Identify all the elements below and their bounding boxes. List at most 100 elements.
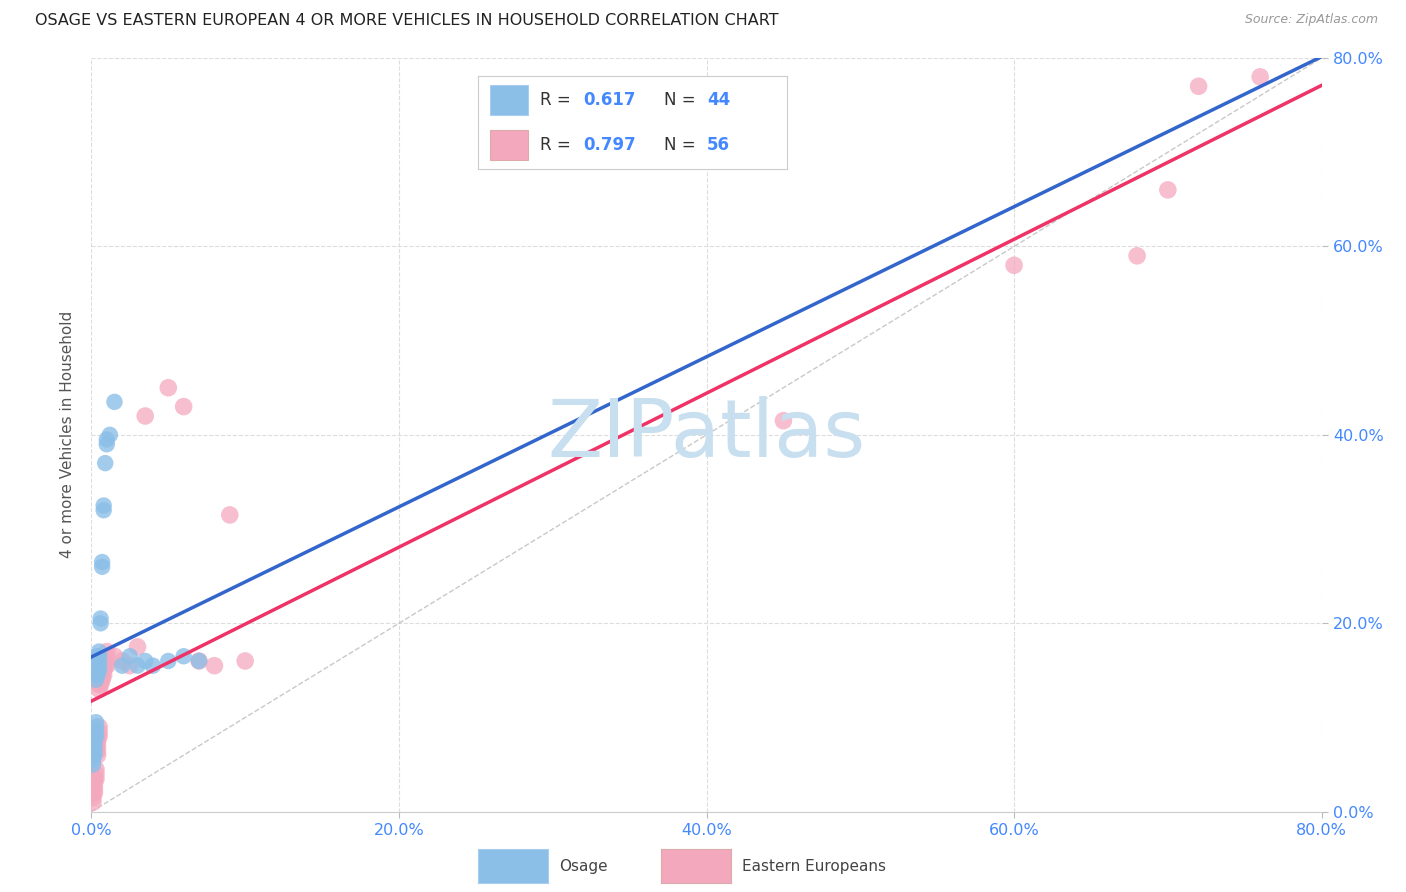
Point: [84, 673, 107, 687]
Point: [93, 499, 115, 513]
Point: [103, 395, 125, 409]
Point: [94, 658, 117, 673]
Point: [83, 776, 105, 790]
Point: [84, 715, 107, 730]
Point: [84, 724, 107, 739]
Point: [118, 649, 141, 664]
Point: [87, 724, 110, 739]
Point: [90, 616, 112, 631]
Text: 0.617: 0.617: [583, 91, 636, 109]
Text: OSAGE VS EASTERN EUROPEAN 4 OR MORE VEHICLES IN HOUSEHOLD CORRELATION CHART: OSAGE VS EASTERN EUROPEAN 4 OR MORE VEHI…: [35, 13, 779, 29]
Point: [87, 682, 110, 697]
Text: N =: N =: [664, 91, 700, 109]
Point: [86, 743, 108, 757]
Point: [91, 654, 114, 668]
Point: [218, 508, 240, 522]
Point: [84, 720, 107, 734]
Point: [1157, 183, 1180, 197]
Point: [86, 748, 108, 763]
Point: [84, 772, 107, 786]
Point: [93, 664, 115, 678]
Point: [233, 654, 256, 668]
Point: [91, 559, 114, 574]
Point: [134, 654, 156, 668]
Point: [84, 730, 107, 744]
Point: [188, 654, 211, 668]
Point: [82, 795, 104, 809]
Point: [87, 649, 110, 664]
Point: [1126, 249, 1149, 263]
FancyBboxPatch shape: [491, 85, 527, 115]
Point: [82, 748, 104, 763]
Point: [157, 654, 180, 668]
Text: N =: N =: [664, 136, 700, 154]
Point: [86, 654, 108, 668]
Point: [91, 673, 114, 687]
Point: [157, 381, 180, 395]
Point: [82, 757, 104, 772]
Point: [87, 658, 110, 673]
Point: [86, 730, 108, 744]
Point: [96, 649, 118, 664]
Point: [142, 658, 165, 673]
Point: [93, 658, 115, 673]
Point: [96, 433, 118, 447]
Point: [90, 668, 112, 682]
Text: 44: 44: [707, 91, 730, 109]
Point: [87, 664, 110, 678]
Point: [94, 456, 117, 470]
Point: [134, 409, 156, 423]
Point: [94, 654, 117, 668]
Text: Eastern Europeans: Eastern Europeans: [742, 859, 886, 873]
Point: [111, 654, 134, 668]
Point: [86, 658, 108, 673]
Point: [118, 658, 141, 673]
Point: [83, 786, 105, 800]
Point: [173, 400, 195, 414]
Point: [84, 743, 107, 757]
Point: [82, 790, 104, 805]
Point: [90, 673, 112, 687]
Point: [87, 677, 110, 691]
Point: [96, 658, 118, 673]
Text: 56: 56: [707, 136, 730, 154]
Point: [91, 668, 114, 682]
Point: [83, 743, 105, 757]
Text: Osage: Osage: [560, 859, 609, 873]
Point: [93, 503, 115, 517]
Text: Source: ZipAtlas.com: Source: ZipAtlas.com: [1244, 13, 1378, 27]
Point: [91, 658, 114, 673]
Point: [772, 414, 794, 428]
Point: [83, 772, 105, 786]
Point: [93, 668, 115, 682]
Point: [1249, 70, 1271, 84]
Text: R =: R =: [540, 136, 576, 154]
Point: [83, 730, 105, 744]
Point: [1187, 79, 1209, 94]
Text: ZIPatlas: ZIPatlas: [547, 396, 866, 474]
Point: [82, 743, 104, 757]
Point: [87, 720, 110, 734]
Point: [90, 664, 112, 678]
Point: [83, 739, 105, 753]
FancyBboxPatch shape: [491, 130, 527, 160]
Point: [86, 649, 108, 664]
Text: R =: R =: [540, 91, 576, 109]
Point: [86, 668, 108, 682]
Point: [82, 753, 104, 767]
Point: [82, 786, 104, 800]
Point: [86, 734, 108, 748]
Point: [87, 654, 110, 668]
Point: [1002, 258, 1025, 272]
Point: [103, 649, 125, 664]
Point: [86, 739, 108, 753]
Point: [86, 664, 108, 678]
Point: [127, 640, 149, 654]
Point: [90, 611, 112, 625]
Point: [98, 428, 121, 442]
Point: [83, 781, 105, 796]
Point: [93, 654, 115, 668]
Point: [188, 654, 211, 668]
Point: [96, 644, 118, 658]
Point: [84, 762, 107, 776]
